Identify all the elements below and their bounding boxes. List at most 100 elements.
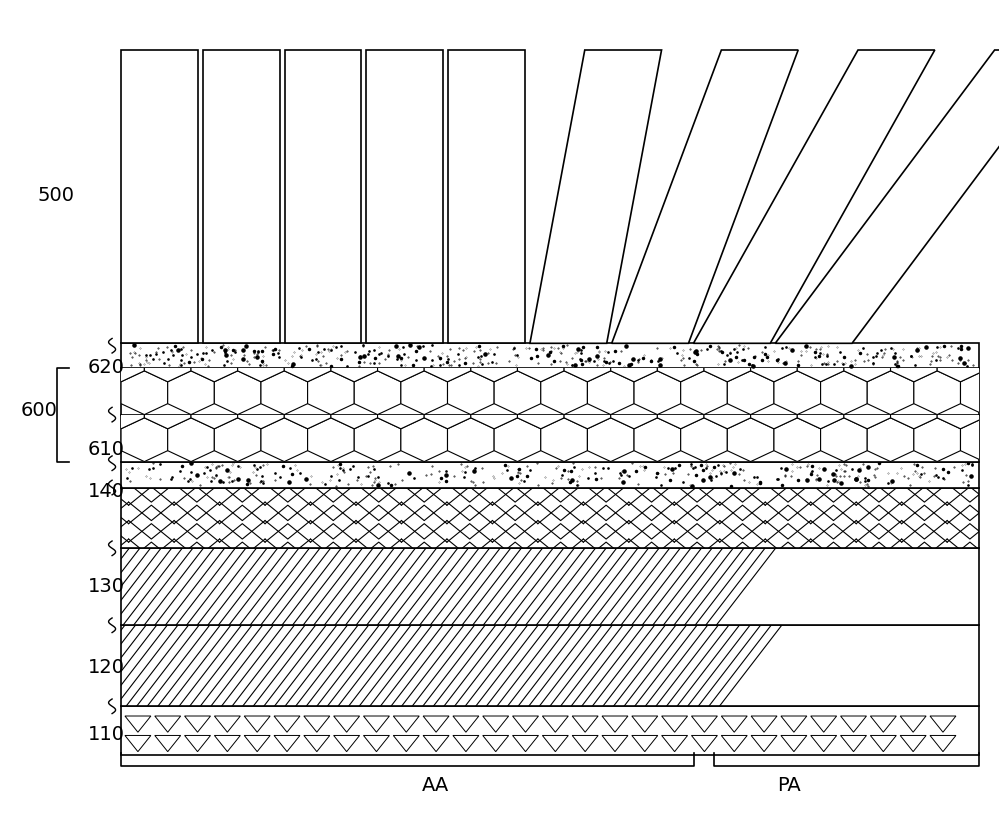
Polygon shape — [564, 385, 611, 428]
Polygon shape — [214, 352, 261, 396]
Polygon shape — [401, 418, 448, 462]
Polygon shape — [401, 305, 448, 349]
Polygon shape — [821, 418, 867, 462]
Polygon shape — [98, 385, 144, 428]
Polygon shape — [693, 50, 935, 343]
Polygon shape — [681, 418, 727, 462]
Polygon shape — [121, 418, 168, 462]
Text: AA: AA — [422, 776, 449, 795]
Polygon shape — [168, 371, 214, 415]
Polygon shape — [284, 338, 331, 382]
Polygon shape — [984, 385, 1000, 428]
Polygon shape — [681, 305, 727, 349]
Polygon shape — [214, 716, 240, 733]
Polygon shape — [867, 371, 914, 415]
Polygon shape — [634, 305, 681, 349]
Polygon shape — [517, 385, 564, 428]
Polygon shape — [751, 385, 797, 428]
Polygon shape — [191, 338, 238, 382]
Polygon shape — [98, 338, 144, 382]
Polygon shape — [721, 736, 747, 752]
Polygon shape — [721, 716, 747, 733]
Polygon shape — [308, 418, 354, 462]
Polygon shape — [775, 50, 1000, 343]
Polygon shape — [572, 716, 598, 733]
Polygon shape — [542, 716, 568, 733]
Polygon shape — [821, 305, 867, 349]
Bar — [121, 488, 979, 548]
Polygon shape — [471, 385, 517, 428]
Polygon shape — [363, 716, 389, 733]
Bar — [448, 50, 525, 343]
Polygon shape — [751, 338, 797, 382]
Polygon shape — [870, 716, 896, 733]
Polygon shape — [168, 352, 214, 396]
Polygon shape — [914, 305, 960, 349]
Polygon shape — [751, 736, 777, 752]
Polygon shape — [984, 338, 1000, 382]
Polygon shape — [891, 338, 937, 382]
Polygon shape — [214, 736, 240, 752]
Polygon shape — [378, 385, 424, 428]
Text: 120: 120 — [88, 658, 125, 677]
Polygon shape — [937, 385, 984, 428]
Polygon shape — [238, 338, 284, 382]
Polygon shape — [541, 305, 587, 349]
Polygon shape — [214, 418, 261, 462]
Polygon shape — [751, 716, 777, 733]
Polygon shape — [393, 736, 419, 752]
Polygon shape — [354, 418, 401, 462]
Polygon shape — [331, 338, 378, 382]
Polygon shape — [797, 385, 844, 428]
Polygon shape — [185, 736, 211, 752]
Text: 600: 600 — [21, 401, 58, 420]
Bar — [121, 343, 979, 367]
Polygon shape — [494, 418, 541, 462]
Polygon shape — [587, 418, 634, 462]
Polygon shape — [168, 418, 214, 462]
Polygon shape — [727, 371, 774, 415]
Polygon shape — [602, 716, 628, 733]
Bar — [121, 50, 198, 343]
Polygon shape — [634, 418, 681, 462]
Polygon shape — [448, 418, 494, 462]
Polygon shape — [867, 418, 914, 462]
Polygon shape — [483, 716, 509, 733]
Polygon shape — [541, 352, 587, 396]
Polygon shape — [821, 352, 867, 396]
Polygon shape — [797, 338, 844, 382]
Polygon shape — [308, 371, 354, 415]
Polygon shape — [844, 385, 891, 428]
Text: 130: 130 — [88, 577, 125, 596]
Polygon shape — [657, 338, 704, 382]
Polygon shape — [867, 305, 914, 349]
Polygon shape — [572, 736, 598, 752]
Bar — [285, 50, 361, 343]
Polygon shape — [632, 736, 658, 752]
Polygon shape — [121, 352, 168, 396]
Polygon shape — [781, 716, 807, 733]
Polygon shape — [378, 338, 424, 382]
Polygon shape — [155, 716, 181, 733]
Polygon shape — [424, 385, 471, 428]
Text: 110: 110 — [88, 725, 125, 744]
Polygon shape — [494, 371, 541, 415]
Polygon shape — [261, 371, 308, 415]
Polygon shape — [541, 371, 587, 415]
Polygon shape — [914, 418, 960, 462]
Text: 140: 140 — [88, 482, 125, 501]
Polygon shape — [334, 736, 360, 752]
Polygon shape — [632, 716, 658, 733]
Polygon shape — [870, 736, 896, 752]
Polygon shape — [960, 418, 1000, 462]
Polygon shape — [587, 305, 634, 349]
Polygon shape — [774, 305, 821, 349]
Polygon shape — [191, 385, 238, 428]
Polygon shape — [774, 371, 821, 415]
Polygon shape — [937, 338, 984, 382]
Polygon shape — [960, 371, 1000, 415]
Polygon shape — [662, 716, 688, 733]
Polygon shape — [483, 736, 509, 752]
Polygon shape — [930, 736, 956, 752]
Text: 610: 610 — [88, 440, 125, 459]
